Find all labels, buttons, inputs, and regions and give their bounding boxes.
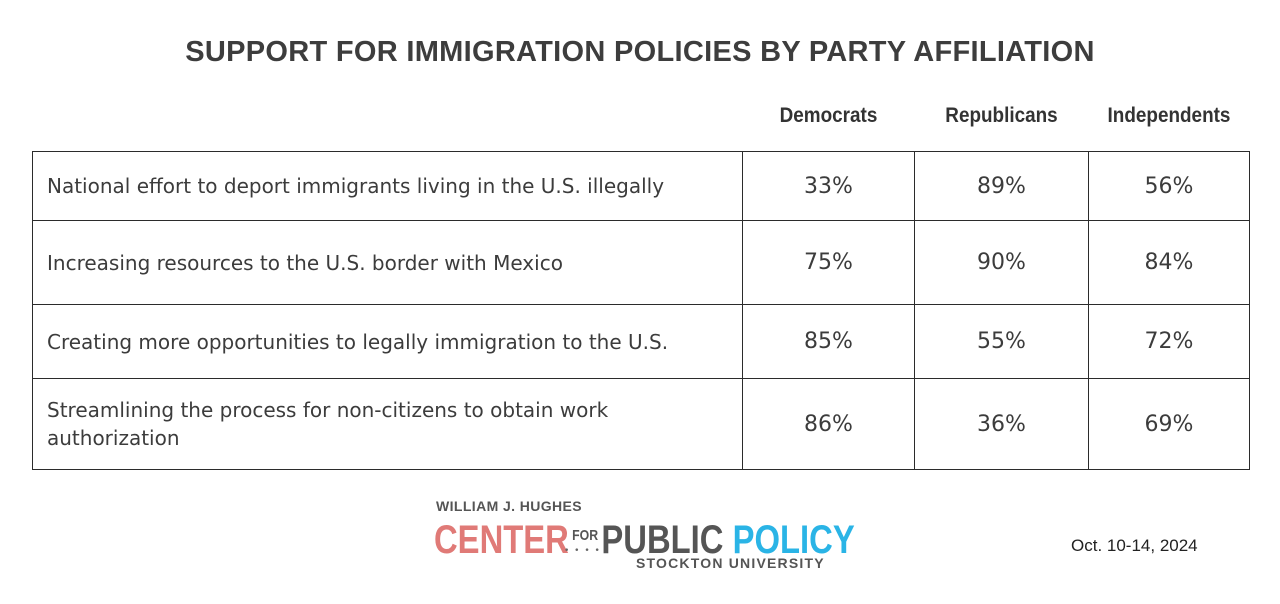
survey-date: Oct. 10-14, 2024 — [1071, 536, 1198, 555]
cell-value: 90% — [914, 220, 1089, 305]
table-row: National effort to deport immigrants liv… — [32, 151, 1250, 221]
cell-value: 85% — [742, 304, 915, 379]
logo-dots: • • • • — [564, 546, 601, 556]
cell-value: 33% — [742, 151, 915, 221]
table-row: Streamlining the process for non-citizen… — [32, 378, 1250, 470]
logo-center-word: CENTER — [434, 518, 569, 562]
row-label: Streamlining the process for non-citizen… — [32, 378, 743, 470]
cell-value: 55% — [914, 304, 1089, 379]
cell-value: 89% — [914, 151, 1089, 221]
column-header-democrats: Democrats — [779, 104, 878, 127]
cell-value: 56% — [1088, 151, 1250, 221]
row-label: Increasing resources to the U.S. border … — [32, 220, 743, 305]
table-row: Creating more opportunities to legally i… — [32, 304, 1250, 379]
column-header-republicans: Republicans — [945, 104, 1058, 127]
row-label: National effort to deport immigrants liv… — [32, 151, 743, 221]
cell-value: 69% — [1088, 378, 1250, 470]
logo-for-word: FOR — [572, 527, 599, 544]
cell-value: 72% — [1088, 304, 1250, 379]
results-table: National effort to deport immigrants liv… — [32, 151, 1250, 470]
logo-top-line: WILLIAM J. HUGHES — [436, 498, 583, 514]
row-label: Creating more opportunities to legally i… — [32, 304, 743, 379]
center-for-public-policy-logo: WILLIAM J. HUGHES CENTER FORPUBLIC POLICY… — [434, 498, 855, 578]
cell-value: 36% — [914, 378, 1089, 470]
table-row: Increasing resources to the U.S. border … — [32, 220, 1250, 305]
cell-value: 84% — [1088, 220, 1250, 305]
column-header-independents: Independents — [1107, 104, 1231, 127]
chart-title: SUPPORT FOR IMMIGRATION POLICIES BY PART… — [185, 36, 1095, 68]
logo-public-word: PUBLIC — [601, 518, 724, 562]
logo-bottom-line: STOCKTON UNIVERSITY — [636, 555, 825, 571]
cell-value: 75% — [742, 220, 915, 305]
cell-value: 86% — [742, 378, 915, 470]
logo-policy-word: POLICY — [732, 518, 855, 562]
logo-main-line: CENTER FORPUBLIC POLICY — [434, 512, 855, 564]
